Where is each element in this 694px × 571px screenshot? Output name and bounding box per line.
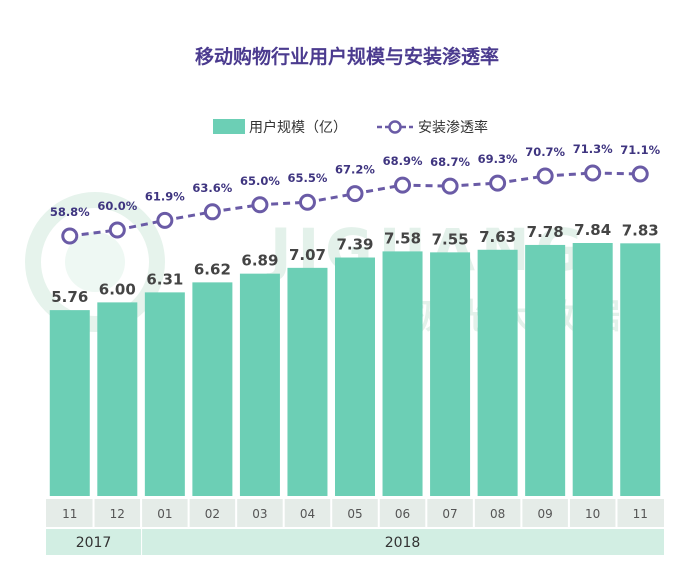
rate-label-4: 65.0% [240, 174, 280, 188]
year-label-2017: 2017 [76, 535, 112, 551]
month-label-12: 11 [633, 507, 648, 521]
month-label-5: 04 [300, 507, 315, 521]
year-cell-2018 [142, 529, 665, 555]
bar-10 [525, 244, 566, 496]
bar-5 [287, 267, 328, 496]
bar-series [49, 243, 661, 496]
month-label-0: 11 [62, 507, 77, 521]
rate-label-5: 65.5% [288, 171, 328, 185]
bar-label-5: 7.07 [289, 246, 326, 264]
legend-bar-label: 用户规模（亿） [249, 119, 347, 136]
bar-label-2: 6.31 [146, 270, 183, 288]
bar-label-9: 7.63 [479, 228, 516, 246]
bar-2 [144, 292, 185, 496]
rate-point-3 [203, 203, 221, 221]
x-axis-table: 11 12 01 02 03 04 05 06 07 08 09 10 11 2017 2018 [46, 499, 665, 555]
month-label-1: 12 [110, 507, 125, 521]
bar-12 [620, 243, 661, 496]
month-label-9: 08 [490, 507, 505, 521]
bar-0 [49, 310, 90, 496]
month-label-2: 01 [157, 507, 172, 521]
month-label-11: 10 [585, 507, 600, 521]
rate-label-2: 61.9% [145, 189, 185, 203]
year-cell-2017 [46, 529, 142, 555]
watermark-logo-ring [25, 192, 165, 332]
rate-value-labels: 58.8% 60.0% 61.9% 63.6% 65.0% 65.5% 67.2% 68.9%… [50, 142, 661, 219]
rate-point-7 [394, 176, 412, 194]
rate-point-0 [61, 227, 79, 245]
month-label-4: 03 [252, 507, 267, 521]
legend-bar-swatch [213, 119, 245, 134]
legend-line-marker [388, 120, 402, 134]
bar-label-12: 7.83 [622, 221, 659, 239]
rate-label-8: 68.7% [430, 155, 470, 169]
month-label-8: 07 [442, 507, 457, 521]
month-label-7: 06 [395, 507, 410, 521]
bar-9 [477, 249, 518, 496]
rate-label-9: 69.3% [478, 152, 518, 166]
bar-label-3: 6.62 [194, 260, 231, 278]
rate-point-8 [441, 177, 459, 195]
bar-label-6: 7.39 [336, 236, 373, 254]
bar-value-labels: 5.76 6.00 6.31 6.62 6.89 7.07 7.39 7.58 7.55 7.63… [51, 221, 658, 306]
bar-label-10: 7.78 [527, 223, 564, 241]
watermark-logo-core [65, 232, 125, 292]
rate-label-0: 58.8% [50, 205, 90, 219]
rate-label-12: 71.1% [620, 143, 660, 157]
rate-point-4 [251, 196, 269, 214]
month-label-3: 02 [205, 507, 220, 521]
rate-point-2 [156, 211, 174, 229]
rate-point-12 [631, 165, 649, 183]
rate-label-10: 70.7% [525, 145, 565, 159]
bar-label-0: 5.76 [51, 288, 88, 306]
line-series [61, 164, 649, 245]
bar-3 [192, 282, 233, 496]
bar-8 [430, 252, 471, 496]
chart-title: 移动购物行业用户规模与安装渗透率 [195, 45, 499, 68]
rate-label-6: 67.2% [335, 163, 375, 177]
rate-point-10 [536, 167, 554, 185]
bar-11 [572, 243, 613, 496]
rate-label-7: 68.9% [383, 154, 423, 168]
bar-7 [382, 251, 423, 496]
bar-6 [335, 257, 375, 496]
bar-1 [97, 302, 138, 496]
rate-point-5 [298, 193, 316, 211]
bar-label-4: 6.89 [241, 252, 278, 270]
legend: 用户规模（亿） 安装渗透率 [213, 119, 488, 136]
bar-label-8: 7.55 [432, 230, 469, 248]
rate-point-11 [584, 164, 602, 182]
rate-point-6 [346, 185, 364, 203]
rate-label-1: 60.0% [97, 199, 137, 213]
bar-label-1: 6.00 [99, 280, 136, 298]
year-label-2018: 2018 [385, 535, 421, 551]
bar-label-7: 7.58 [384, 229, 421, 247]
bar-4 [239, 273, 280, 496]
rate-point-9 [489, 174, 507, 192]
rate-label-11: 71.3% [573, 142, 613, 156]
rate-point-1 [108, 221, 126, 239]
rate-label-3: 63.6% [192, 181, 232, 195]
month-label-6: 05 [347, 507, 362, 521]
month-row [46, 499, 664, 527]
bar-label-11: 7.84 [574, 221, 611, 239]
month-label-10: 09 [538, 507, 553, 521]
legend-line-label: 安装渗透率 [418, 119, 488, 136]
